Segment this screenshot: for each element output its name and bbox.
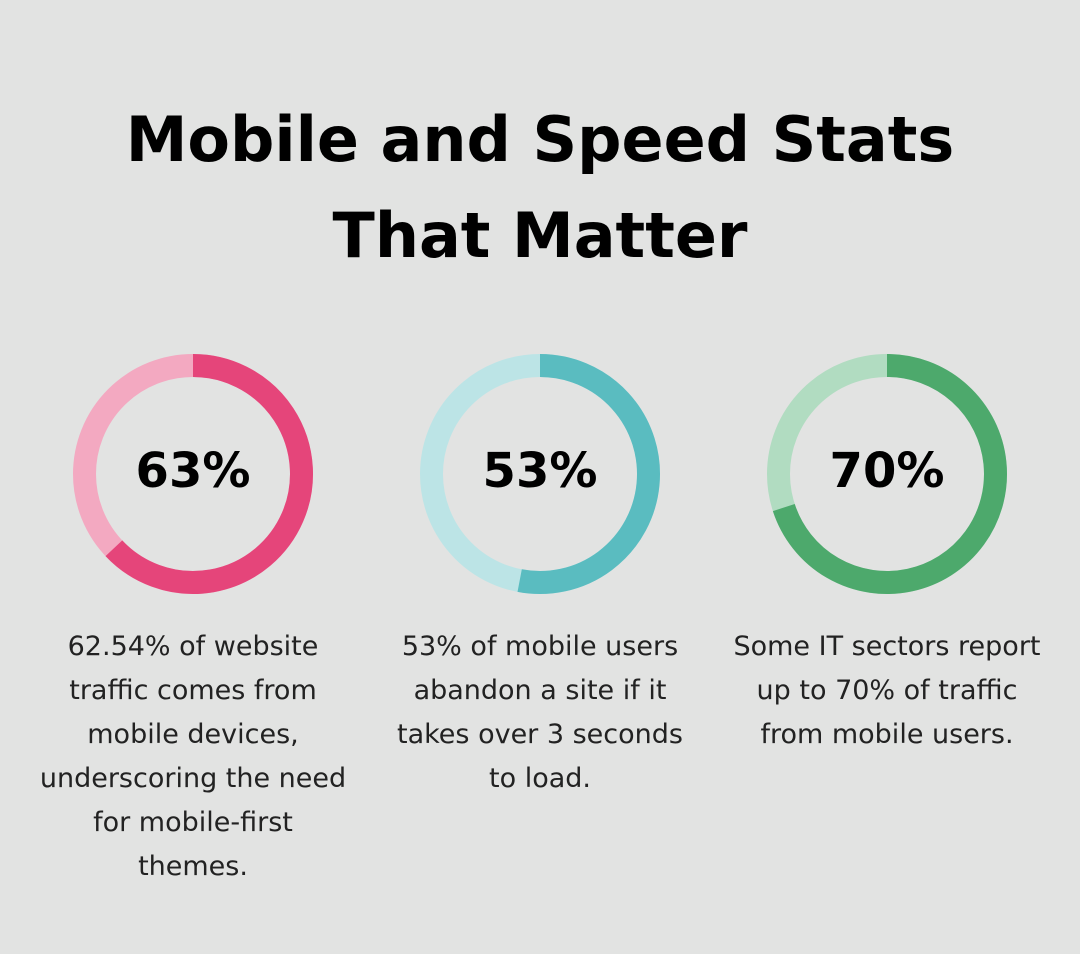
donut-arc bbox=[105, 354, 313, 594]
donut-label: 53% bbox=[483, 443, 598, 499]
caption: Some IT sectors report up to 70% of traf… bbox=[733, 631, 1041, 750]
donut-arc bbox=[772, 354, 1007, 594]
title: Mobile and Speed Stats That Matter bbox=[125, 103, 955, 272]
donut-arc bbox=[517, 354, 660, 594]
caption: 53% of mobile users abandon a site if it… bbox=[397, 631, 683, 794]
donut-label: 70% bbox=[830, 443, 945, 499]
donut-label: 63% bbox=[136, 443, 251, 499]
caption: 62.54% of website traffic comes from mob… bbox=[39, 631, 347, 882]
